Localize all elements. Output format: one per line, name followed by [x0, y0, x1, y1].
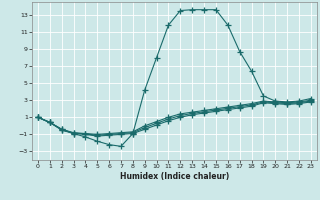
X-axis label: Humidex (Indice chaleur): Humidex (Indice chaleur) — [120, 172, 229, 181]
